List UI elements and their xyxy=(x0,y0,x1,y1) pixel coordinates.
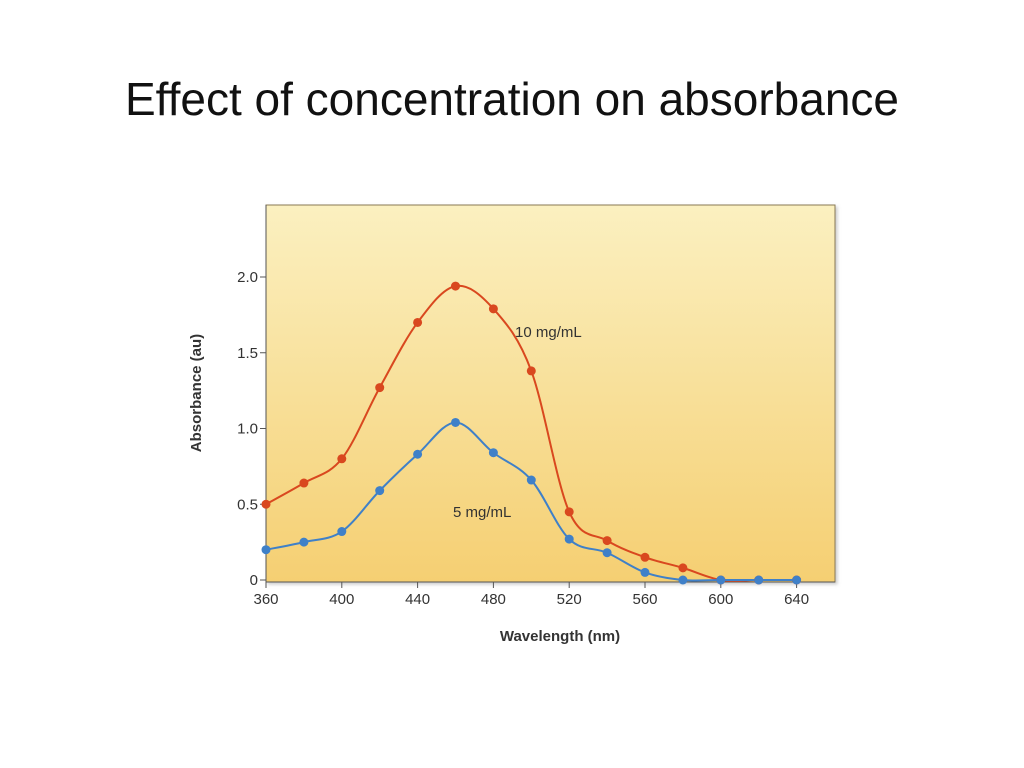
series-5mg-point xyxy=(754,575,764,585)
series-5mg-point xyxy=(602,548,612,558)
series-5mg-point xyxy=(451,417,460,427)
series-5mg-point xyxy=(792,575,802,585)
y-axis-label: Absorbance (au) xyxy=(188,334,205,452)
y-tick-label: 0.5 xyxy=(237,496,258,513)
series-10mg-point xyxy=(488,304,498,314)
series-label-5mg: 5 mg/mL xyxy=(453,504,511,521)
series-5mg-point xyxy=(678,575,688,585)
series-10mg-point xyxy=(678,563,688,573)
series-5mg-point xyxy=(337,527,347,537)
x-tick-label: 520 xyxy=(557,591,582,608)
series-5mg-point xyxy=(526,475,536,485)
series-10mg-point xyxy=(337,454,347,464)
series-10mg-point xyxy=(451,281,460,291)
x-tick-label: 440 xyxy=(405,591,430,608)
series-5mg-point xyxy=(299,537,309,547)
series-5mg-point xyxy=(488,448,498,458)
x-tick-label: 600 xyxy=(708,591,733,608)
series-10mg-point xyxy=(299,478,309,488)
series-10mg-point xyxy=(564,507,574,517)
series-label-10mg: 10 mg/mL xyxy=(515,324,582,341)
series-5mg-point xyxy=(564,534,574,544)
x-axis-label: Wavelength (nm) xyxy=(500,628,620,645)
series-5mg-point xyxy=(413,449,423,459)
series-5mg-point xyxy=(716,575,726,585)
slide-title: Effect of concentration on absorbance xyxy=(124,73,899,125)
x-tick-label: 560 xyxy=(632,591,657,608)
series-10mg-point xyxy=(602,536,612,546)
series-5mg-point xyxy=(261,545,271,555)
y-tick-label: 1.5 xyxy=(237,345,258,362)
series-10mg-point xyxy=(413,317,423,327)
y-tick-label: 0 xyxy=(250,572,258,589)
x-tick-label: 480 xyxy=(481,591,506,608)
y-tick-label: 1.0 xyxy=(237,421,258,438)
x-tick-label: 360 xyxy=(253,591,278,608)
series-10mg-point xyxy=(526,366,536,376)
series-10mg-point xyxy=(640,552,650,562)
x-tick-label: 400 xyxy=(329,591,354,608)
series-10mg-point xyxy=(375,383,385,393)
series-5mg-point xyxy=(375,486,385,496)
series-10mg-point xyxy=(261,499,271,509)
y-tick-label: 2.0 xyxy=(237,269,258,286)
series-5mg-point xyxy=(640,567,650,577)
x-tick-label: 640 xyxy=(784,591,809,608)
plot-area xyxy=(265,204,836,583)
